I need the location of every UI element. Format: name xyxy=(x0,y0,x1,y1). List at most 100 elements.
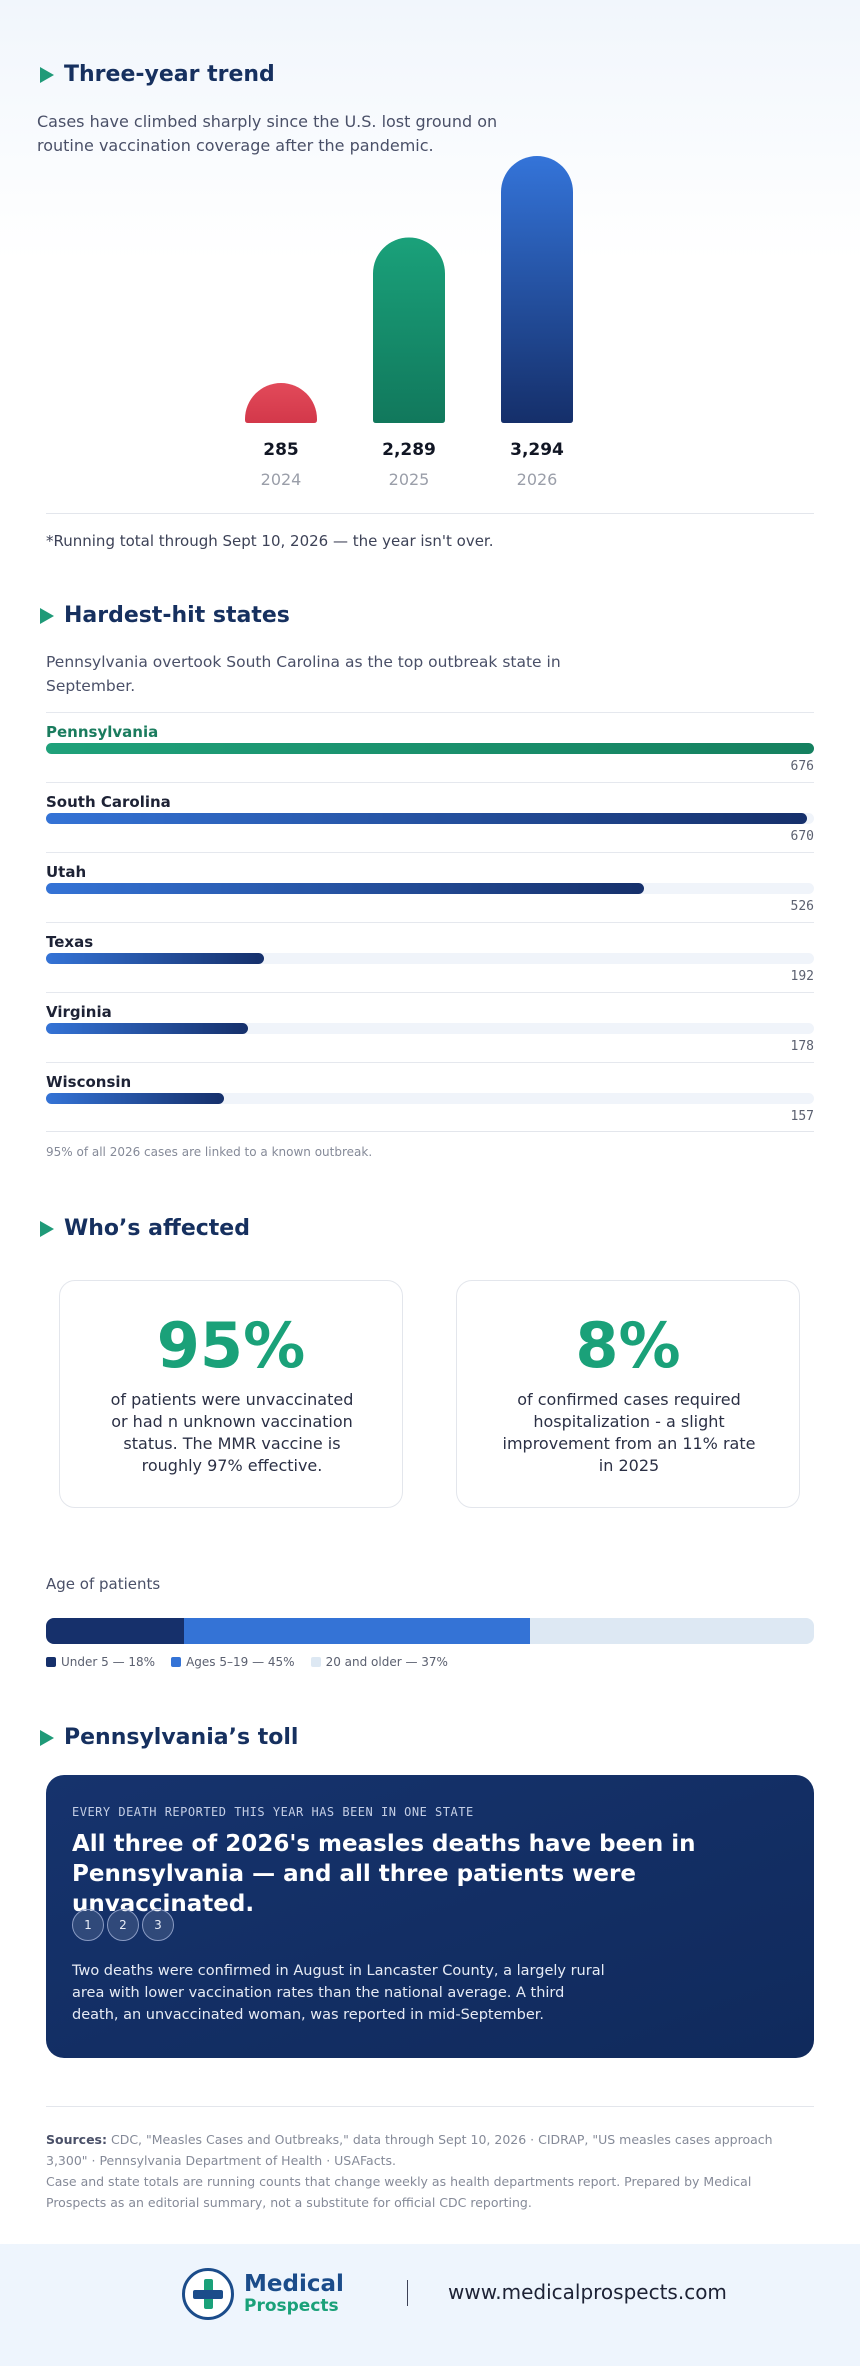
age-segment xyxy=(46,1618,185,1644)
toll-body: Two deaths were confirmed in August in L… xyxy=(72,1963,605,2023)
state-name: Utah xyxy=(46,863,87,881)
hospitalization-stat-card: 8% of confirmed cases required hospitali… xyxy=(456,1280,800,1508)
toll-headline: All three of 2026's measles deaths have … xyxy=(72,1831,696,1917)
bar-category-label: 2024 xyxy=(261,470,302,489)
stat-value: 95% xyxy=(156,1309,306,1382)
brand-logo[interactable]: Medical Prospects xyxy=(182,2268,344,2320)
death-circle: 1 xyxy=(72,1909,104,1941)
state-bar-track xyxy=(46,883,814,894)
states-lede: Pennsylvania overtook South Carolina as … xyxy=(46,653,561,695)
state-row: Wisconsin 157 xyxy=(46,1062,814,1132)
state-value: 670 xyxy=(790,829,814,844)
state-name: South Carolina xyxy=(46,793,171,811)
state-row: Pennsylvania 676 xyxy=(46,712,814,782)
toll-heading: Pennsylvania’s toll xyxy=(40,1725,298,1750)
sources-label: Sources: xyxy=(46,2132,107,2147)
state-bar-fill xyxy=(46,883,644,894)
bar-category-label: 2025 xyxy=(389,470,430,489)
legend-swatch xyxy=(310,1657,321,1667)
state-row: Virginia 178 xyxy=(46,992,814,1062)
age-segment xyxy=(529,1618,814,1644)
brand-line-2: Prospects xyxy=(244,2296,339,2316)
state-bar-fill xyxy=(46,1093,225,1104)
state-name: Wisconsin xyxy=(46,1073,132,1091)
state-bar-track xyxy=(46,1093,814,1104)
legend-label: 20 and older — 37% xyxy=(325,1655,448,1669)
bar-2024 xyxy=(245,383,317,423)
state-row: Texas 192 xyxy=(46,922,814,992)
bar-value-label: 2,289 xyxy=(382,440,436,460)
triangle-bullet-icon xyxy=(40,1729,54,1746)
legend-swatch xyxy=(46,1657,56,1667)
age-legend-item: Ages 5–19 — 45% xyxy=(171,1655,295,1669)
brand-line-1: Medical xyxy=(244,2271,344,2297)
states-heading: Hardest-hit states xyxy=(40,603,290,628)
divider xyxy=(46,1131,814,1132)
state-name: Virginia xyxy=(46,1003,112,1021)
state-bar-track xyxy=(46,1023,814,1034)
age-legend-item: 20 and older — 37% xyxy=(310,1655,448,1669)
age-segment xyxy=(184,1618,530,1644)
sources-line: Sources: CDC, "Measles Cases and Outbrea… xyxy=(46,2129,814,2171)
triangle-bullet-icon xyxy=(40,66,54,83)
toll-kicker: EVERY DEATH REPORTED THIS YEAR HAS BEEN … xyxy=(72,1805,474,1819)
state-bar-fill xyxy=(46,953,265,964)
state-bar-track xyxy=(46,743,814,754)
bar-2026 xyxy=(501,156,573,423)
affected-heading: Who’s affected xyxy=(40,1216,250,1241)
divider xyxy=(46,513,814,514)
state-value: 157 xyxy=(790,1109,814,1124)
toll-card: EVERY DEATH REPORTED THIS YEAR HAS BEEN … xyxy=(46,1775,814,2058)
trend-heading-text: Three-year trend xyxy=(64,62,275,87)
trend-footnote: *Running total through Sept 10, 2026 — t… xyxy=(46,532,494,550)
trend-bar-chart: 285 2024 2,289 2025 3,294 2026 xyxy=(245,156,573,489)
state-bar-fill xyxy=(46,813,808,824)
state-value: 192 xyxy=(790,969,814,984)
toll-heading-text: Pennsylvania’s toll xyxy=(64,1725,299,1750)
age-stacked-bar xyxy=(46,1618,814,1644)
state-bar-fill xyxy=(46,743,814,754)
footer-separator xyxy=(407,2280,408,2306)
state-value: 178 xyxy=(790,1039,814,1054)
footer: Medical Prospects www.medicalprospects.c… xyxy=(0,2244,860,2366)
state-value: 526 xyxy=(790,899,814,914)
states-footnote: 95% of all 2026 cases are linked to a kn… xyxy=(46,1145,373,1159)
trend-heading: Three-year trend xyxy=(40,62,275,87)
state-name: Texas xyxy=(46,933,94,951)
trend-lede: Cases have climbed sharply since the U.S… xyxy=(37,112,498,155)
stat-description: of confirmed cases required hospitalizat… xyxy=(502,1390,756,1475)
triangle-bullet-icon xyxy=(40,607,54,624)
age-label: Age of patients xyxy=(46,1575,161,1593)
age-legend-item: Under 5 — 18% xyxy=(46,1655,155,1669)
website-link[interactable]: www.medicalprospects.com xyxy=(448,2280,727,2304)
state-bar-fill xyxy=(46,1023,249,1034)
death-count-circles: 1 2 3 xyxy=(72,1909,174,1941)
stat-value: 8% xyxy=(575,1309,681,1382)
sources-note: Case and state totals are running counts… xyxy=(46,2174,752,2210)
sources-text: CDC, "Measles Cases and Outbreaks," data… xyxy=(46,2132,773,2168)
state-bar-track xyxy=(46,813,814,824)
state-value: 676 xyxy=(790,759,814,774)
age-legend: Under 5 — 18% Ages 5–19 — 45% 20 and older… xyxy=(46,1655,448,1669)
stat-description: of patients were unvaccinated or had n u… xyxy=(110,1390,354,1475)
state-bar-track xyxy=(46,953,814,964)
bar-value-label: 3,294 xyxy=(510,440,564,460)
unvaccinated-stat-card: 95% of patients were unvaccinated or had… xyxy=(59,1280,403,1508)
state-row: South Carolina 670 xyxy=(46,782,814,852)
legend-label: Ages 5–19 — 45% xyxy=(186,1655,295,1669)
bar-2025 xyxy=(373,237,445,423)
states-heading-text: Hardest-hit states xyxy=(64,603,290,628)
bar-value-label: 285 xyxy=(263,440,299,460)
affected-heading-text: Who’s affected xyxy=(64,1216,250,1241)
state-row: Utah 526 xyxy=(46,852,814,922)
death-circle: 3 xyxy=(142,1909,174,1941)
triangle-bullet-icon xyxy=(40,1220,54,1237)
legend-swatch xyxy=(171,1657,182,1667)
header-background xyxy=(0,0,860,260)
legend-label: Under 5 — 18% xyxy=(61,1655,156,1669)
state-name: Pennsylvania xyxy=(46,723,159,741)
bar-category-label: 2026 xyxy=(517,470,558,489)
medical-cross-icon xyxy=(182,2268,234,2320)
sources-block: Sources: CDC, "Measles Cases and Outbrea… xyxy=(46,2106,814,2213)
